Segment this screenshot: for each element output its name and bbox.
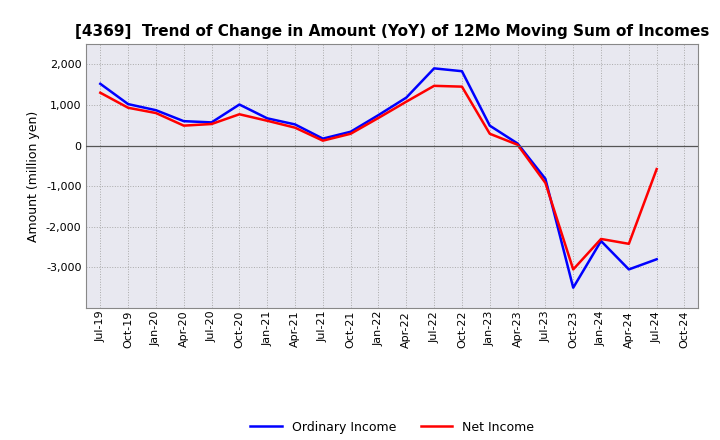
Legend: Ordinary Income, Net Income: Ordinary Income, Net Income [246, 416, 539, 439]
Net Income [569, 267, 577, 272]
Ordinary Income [179, 118, 188, 124]
Ordinary Income [346, 129, 355, 134]
Ordinary Income [374, 113, 383, 118]
Net Income [430, 83, 438, 88]
Net Income [541, 180, 550, 186]
Net Income [124, 105, 132, 110]
Ordinary Income [207, 120, 216, 125]
Ordinary Income [541, 176, 550, 181]
Ordinary Income [263, 116, 271, 121]
Net Income [263, 118, 271, 123]
Net Income [152, 110, 161, 116]
Y-axis label: Amount (million yen): Amount (million yen) [27, 110, 40, 242]
Net Income [624, 241, 633, 246]
Net Income [179, 123, 188, 128]
Ordinary Income [652, 257, 661, 262]
Ordinary Income [152, 107, 161, 113]
Ordinary Income [235, 102, 243, 107]
Ordinary Income [291, 122, 300, 127]
Ordinary Income [485, 123, 494, 128]
Title: [4369]  Trend of Change in Amount (YoY) of 12Mo Moving Sum of Incomes: [4369] Trend of Change in Amount (YoY) o… [75, 24, 710, 39]
Net Income [346, 131, 355, 136]
Net Income [207, 121, 216, 127]
Ordinary Income [430, 66, 438, 71]
Net Income [291, 125, 300, 130]
Net Income [652, 166, 661, 172]
Line: Net Income: Net Income [100, 86, 657, 269]
Net Income [597, 236, 606, 242]
Net Income [318, 138, 327, 143]
Ordinary Income [624, 267, 633, 272]
Ordinary Income [458, 69, 467, 74]
Net Income [458, 84, 467, 89]
Net Income [513, 142, 522, 147]
Ordinary Income [402, 95, 410, 100]
Net Income [485, 131, 494, 136]
Net Income [374, 115, 383, 121]
Net Income [96, 90, 104, 95]
Ordinary Income [124, 102, 132, 107]
Ordinary Income [569, 285, 577, 290]
Net Income [235, 112, 243, 117]
Net Income [402, 99, 410, 104]
Ordinary Income [597, 238, 606, 244]
Ordinary Income [96, 81, 104, 86]
Ordinary Income [513, 141, 522, 146]
Line: Ordinary Income: Ordinary Income [100, 68, 657, 288]
Ordinary Income [318, 136, 327, 141]
